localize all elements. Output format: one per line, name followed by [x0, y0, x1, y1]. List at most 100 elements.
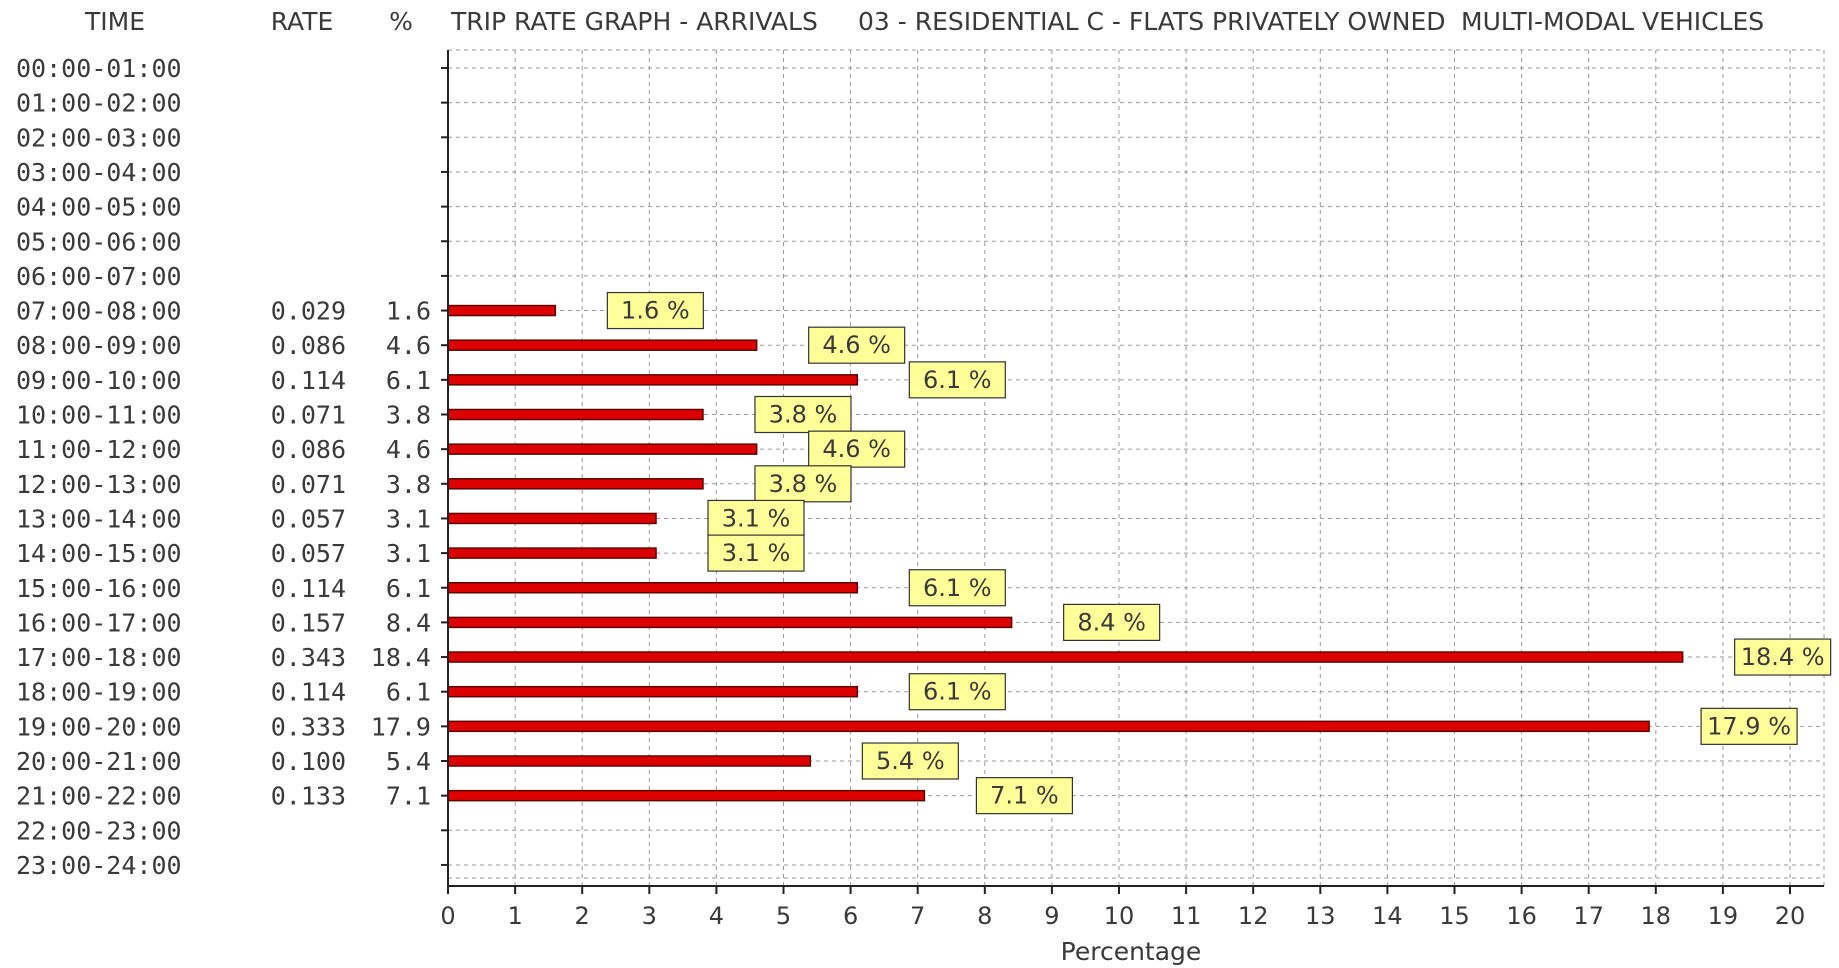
row-time: 21:00-22:00	[16, 782, 182, 811]
row-rate: 0.057	[271, 504, 346, 533]
row-time: 12:00-13:00	[16, 470, 182, 499]
data-label-box	[754, 465, 852, 503]
data-label-box	[808, 326, 906, 364]
data-label: 3.1 %	[722, 504, 791, 532]
data-label: 1.6 %	[621, 297, 690, 325]
data-label-box	[707, 534, 805, 572]
data-label-box	[606, 291, 704, 330]
data-label-box	[908, 673, 1006, 711]
row-time: 23:00-24:00	[16, 851, 182, 880]
bar	[447, 720, 1650, 733]
x-tick-label: 10	[1104, 902, 1135, 930]
row-percent: 4.6	[386, 331, 431, 360]
chart-title-part-3: MULTI-MODAL VEHICLES	[1461, 7, 1764, 36]
bar	[447, 789, 926, 802]
data-label-box	[908, 569, 1006, 607]
row-percent: 1.6	[386, 297, 431, 326]
bar	[447, 304, 557, 317]
data-label: 4.6 %	[822, 331, 891, 359]
row-time: 08:00-09:00	[16, 331, 182, 360]
row-time: 04:00-05:00	[16, 193, 182, 222]
row-percent: 3.1	[386, 504, 431, 533]
data-label-box	[1063, 603, 1161, 642]
x-tick-label: 5	[776, 902, 791, 930]
x-tick-label: 14	[1372, 902, 1403, 930]
row-rate: 0.157	[271, 608, 346, 637]
data-label: 3.1 %	[722, 539, 791, 567]
row-time: 01:00-02:00	[16, 89, 182, 118]
row-time: 06:00-07:00	[16, 262, 182, 291]
percent-column-header: %	[389, 7, 413, 36]
row-time: 09:00-10:00	[16, 366, 182, 395]
row-rate: 0.114	[271, 574, 346, 603]
time-column-header: TIME	[84, 7, 145, 36]
data-label-box	[861, 742, 959, 780]
rate-column-header: RATE	[271, 7, 334, 36]
row-time: 10:00-11:00	[16, 401, 182, 430]
data-label: 6.1 %	[923, 366, 992, 394]
row-rate: 0.100	[271, 747, 346, 776]
data-label: 6.1 %	[923, 574, 992, 602]
data-label: 3.8 %	[769, 470, 838, 498]
row-percent: 3.8	[386, 401, 431, 430]
row-time: 17:00-18:00	[16, 643, 182, 672]
data-label: 4.6 %	[822, 435, 891, 463]
row-rate: 0.071	[271, 401, 346, 430]
row-time: 18:00-19:00	[16, 678, 182, 707]
x-tick-label: 13	[1305, 902, 1336, 930]
grid	[448, 49, 1825, 886]
data-label-box	[975, 777, 1074, 815]
x-axis-label: Percentage	[1061, 937, 1202, 966]
bar	[447, 408, 704, 421]
row-rate: 0.114	[271, 366, 346, 395]
x-tick-label: 7	[910, 902, 925, 930]
x-tick-label: 1	[507, 902, 522, 930]
x-tick-label: 11	[1171, 902, 1202, 930]
data-label-box	[754, 395, 852, 434]
row-time: 20:00-21:00	[16, 747, 182, 776]
row-time: 15:00-16:00	[16, 574, 182, 603]
row-rate: 0.057	[271, 539, 346, 568]
row-rate: 0.086	[271, 435, 346, 464]
bar	[447, 443, 758, 455]
axes: 0 1 2 3 4 5 6 7 8 9 10 11 12 13 14 15 16 17 18 19 20	[440, 50, 1824, 930]
row-percent: 7.1	[386, 782, 431, 811]
row-percent: 17.9	[371, 712, 431, 741]
row-time: 02:00-03:00	[16, 123, 182, 152]
x-tick-label: 9	[1044, 902, 1059, 930]
x-tick-label: 19	[1708, 902, 1739, 930]
bar	[447, 582, 859, 594]
row-rate: 0.333	[271, 712, 346, 741]
x-tick-label: 20	[1775, 902, 1806, 930]
bar	[447, 374, 859, 386]
data-label: 3.8 %	[769, 401, 838, 429]
bar	[447, 651, 1684, 663]
bar	[447, 547, 657, 559]
table-rows: 00:00-01:00 01:00-02:00 02:00-03:00 03:00-0…	[16, 54, 431, 880]
bars	[447, 304, 1684, 802]
row-percent: 3.1	[386, 539, 431, 568]
row-percent: 18.4	[371, 643, 431, 672]
x-tick-label: 4	[709, 902, 724, 930]
x-tick-label: 17	[1573, 902, 1604, 930]
row-time: 07:00-08:00	[16, 297, 182, 326]
row-rate: 0.133	[271, 782, 346, 811]
bar	[447, 512, 657, 525]
row-percent: 4.6	[386, 435, 431, 464]
x-tick-label: 8	[977, 902, 992, 930]
data-labels: 1.6 % 4.6 % 6.1 % 3.8 % 4.6 % 3.8 % 3.1 % 3.1 %…	[606, 291, 1832, 815]
data-label: 6.1 %	[923, 678, 992, 706]
chart-title-part-2: 03 - RESIDENTIAL C - FLATS PRIVATELY OWN…	[858, 7, 1446, 36]
row-time: 03:00-04:00	[16, 158, 182, 187]
row-time: 00:00-01:00	[16, 54, 182, 83]
row-percent: 5.4	[386, 747, 431, 776]
data-label-box	[808, 430, 906, 468]
row-rate: 0.071	[271, 470, 346, 499]
x-tick-label: 16	[1506, 902, 1537, 930]
row-time: 05:00-06:00	[16, 227, 182, 256]
data-label: 5.4 %	[876, 747, 945, 775]
row-rate: 0.086	[271, 331, 346, 360]
row-percent: 6.1	[386, 366, 431, 395]
x-tick-label: 3	[642, 902, 657, 930]
